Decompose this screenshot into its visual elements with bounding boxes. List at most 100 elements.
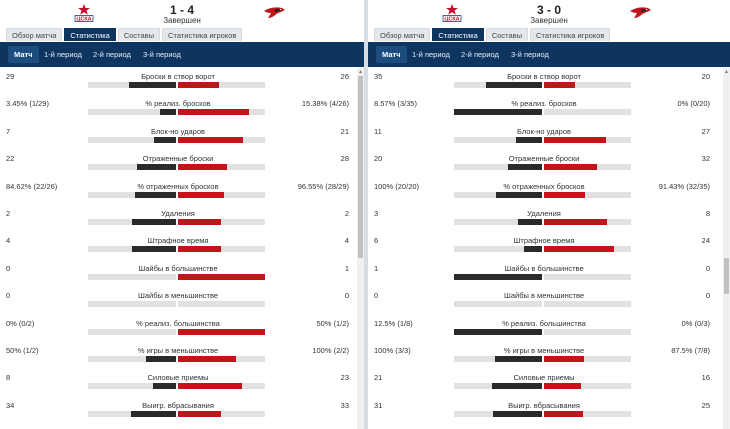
away-value: 33 (340, 400, 349, 410)
tab-player-stats[interactable]: Статистика игроков (530, 28, 611, 41)
away-bar-track (177, 410, 265, 417)
scroll-up-icon[interactable]: ▲ (724, 69, 729, 75)
away-bar (543, 246, 614, 253)
stat-label: Шайбы в большинстве (138, 263, 218, 273)
home-bar (491, 383, 542, 390)
period-tab-p2[interactable]: 2-й период (461, 50, 499, 59)
away-bar (543, 164, 598, 171)
period-tab-match[interactable]: Матч (376, 46, 407, 63)
stat-row: 22 Отраженные броски 28 (0, 152, 364, 171)
stat-label: % реализ. большинства (136, 318, 220, 328)
stat-row: 84.62% (22/26) % отраженных бросков 96.55%… (0, 180, 364, 198)
tab-statistics[interactable]: Статистика (64, 28, 116, 41)
scrollbar[interactable]: ▲ (723, 68, 730, 429)
away-value: 4 (344, 236, 349, 246)
home-bar (129, 82, 176, 88)
home-bar (137, 164, 176, 171)
stat-label: % реализ. большинства (502, 318, 586, 328)
home-value: 0 (374, 291, 379, 301)
tab-lineups[interactable]: Составы (117, 28, 161, 41)
stat-label: Удаления (161, 209, 195, 218)
period-tab-p3[interactable]: 3-й период (143, 50, 181, 59)
stat-label: % игры в меньшинстве (503, 346, 585, 355)
home-bar-track (454, 136, 542, 143)
tab-statistics[interactable]: Статистика (432, 28, 484, 41)
away-bar-track (177, 328, 265, 335)
hawk-logo[interactable] (628, 3, 652, 23)
tab-overview[interactable]: Обзор матча (6, 28, 63, 41)
away-bar-track (177, 109, 265, 116)
away-bar-track (177, 219, 265, 225)
away-bar-track (543, 383, 631, 390)
match-tabs: Обзор матча Статистика Составы Статистика и… (6, 28, 244, 41)
stat-label: Броски в створ ворот (507, 72, 581, 81)
cska-star-logo[interactable]: ЦСКА (72, 3, 96, 23)
match-tabs: Обзор матча Статистика Составы Статистика и… (374, 28, 612, 41)
home-value: 0 (6, 291, 11, 301)
away-bar (543, 383, 582, 390)
stat-label: % реализ. бросков (145, 99, 211, 109)
home-value: 31 (374, 400, 383, 410)
away-bar-track (543, 273, 631, 280)
home-bar-track (454, 328, 542, 335)
stat-row: 21 Силовые приемы 16 (368, 371, 730, 390)
stat-label: Отраженные броски (142, 154, 214, 164)
stat-row: 3 Удаления 8 (368, 207, 730, 225)
stat-label: Штрафное время (147, 236, 209, 246)
home-value: 50% (1/2) (6, 346, 39, 355)
away-bar-track (177, 246, 265, 253)
hawk-logo[interactable] (262, 3, 286, 23)
period-tab-p2[interactable]: 2-й период (93, 50, 131, 59)
scroll-thumb[interactable] (724, 258, 729, 294)
period-tab-p3[interactable]: 3-й период (511, 50, 549, 59)
stat-label: Выигр. вбрасывания (142, 400, 214, 410)
cska-star-logo[interactable]: ЦСКА (440, 3, 464, 23)
scrollbar[interactable]: ▲ (357, 68, 364, 429)
stat-row: 34 Выигр. вбрасывания 33 (0, 399, 364, 417)
scroll-up-icon[interactable]: ▲ (358, 69, 363, 75)
home-value: 3.45% (1/29) (6, 99, 49, 109)
away-bar (177, 136, 244, 143)
stat-label: % реализ. бросков (511, 99, 577, 109)
svg-text:ЦСКА: ЦСКА (76, 17, 91, 23)
away-value: 87.5% (7/8) (671, 346, 710, 355)
scroll-thumb[interactable] (358, 76, 363, 258)
home-value: 8 (6, 373, 11, 383)
tab-lineups[interactable]: Составы (485, 28, 529, 41)
away-value: 20 (701, 72, 710, 81)
stat-row: 0 Шайбы в меньшинстве 0 (368, 289, 730, 308)
away-value: 96.55% (28/29) (297, 181, 349, 191)
stat-label: % отраженных бросков (137, 181, 219, 191)
home-bar-track (454, 410, 542, 417)
home-bar-track (88, 246, 176, 253)
away-bar-track (177, 82, 265, 88)
away-bar-track (177, 191, 265, 198)
away-bar-track (543, 82, 631, 88)
svg-text:ЦСКА: ЦСКА (444, 17, 459, 23)
stat-row: 6 Штрафное время 24 (368, 234, 730, 253)
home-bar (485, 82, 542, 88)
away-value: 0% (0/3) (681, 318, 710, 328)
home-bar (516, 136, 542, 143)
stat-label: % игры в меньшинстве (137, 346, 219, 355)
stat-row: 100% (3/3) % игры в меньшинстве 87.5% (7/8… (368, 344, 730, 362)
match-panel-right: ЦСКА 3 - 0 Завершен Обзор матча Статистик… (368, 0, 730, 429)
away-bar-track (543, 410, 631, 417)
period-tab-p1[interactable]: 1-й период (412, 50, 450, 59)
stat-label: Шайбы в меньшинстве (503, 291, 585, 301)
home-bar-track (88, 328, 176, 335)
home-value: 1 (374, 263, 379, 273)
panel-divider (364, 0, 368, 429)
tab-player-stats[interactable]: Статистика игроков (162, 28, 243, 41)
home-bar-track (88, 273, 176, 280)
away-bar-track (543, 219, 631, 225)
tab-overview[interactable]: Обзор матча (374, 28, 431, 41)
period-tab-match[interactable]: Матч (8, 46, 39, 63)
home-bar-track (454, 191, 542, 198)
period-tab-p1[interactable]: 1-й период (44, 50, 82, 59)
home-bar (495, 191, 542, 198)
away-bar-track (177, 164, 265, 171)
away-value: 27 (701, 126, 710, 136)
match-status: Завершен (530, 16, 568, 25)
away-value: 1 (344, 263, 349, 273)
